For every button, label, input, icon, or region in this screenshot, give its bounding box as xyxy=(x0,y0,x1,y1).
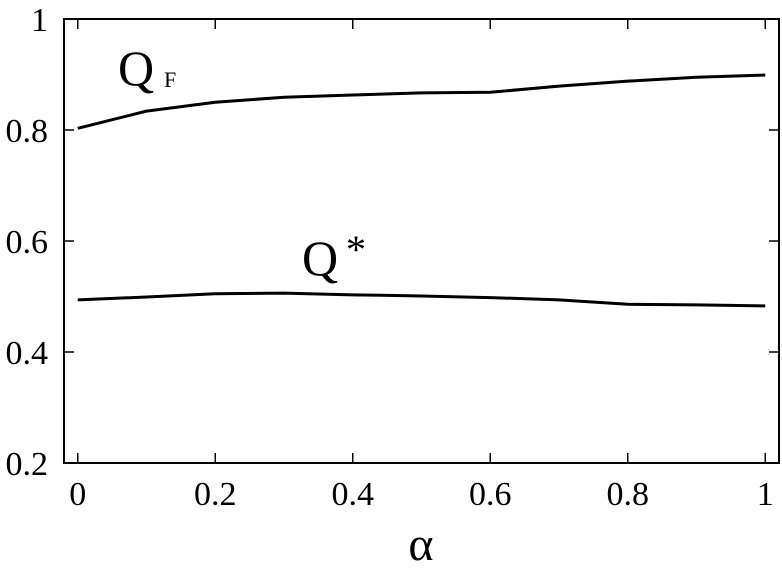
annotation: Q xyxy=(118,40,154,96)
x-tick-label: 0.6 xyxy=(469,476,512,513)
annotation: Q xyxy=(302,230,338,286)
x-tick-label: 0.4 xyxy=(332,476,375,513)
x-tick-label: 0.2 xyxy=(194,476,237,513)
annotation-superscript: * xyxy=(346,227,366,272)
line xyxy=(77,291,766,308)
annotation-subscript: F xyxy=(164,67,176,92)
x-tick-label: 1 xyxy=(757,476,774,513)
y-tick-label: 0.8 xyxy=(6,113,49,150)
x-tick-label: 0.8 xyxy=(607,476,650,513)
x-tick-label: 0 xyxy=(69,476,86,513)
x-axis-label: α xyxy=(408,518,433,571)
y-tick-label: 1 xyxy=(31,2,48,39)
y-tick-label: 0.2 xyxy=(6,446,49,483)
line xyxy=(77,73,766,130)
y-tick-label: 0.6 xyxy=(6,224,49,261)
y-tick-label: 0.4 xyxy=(6,335,49,372)
